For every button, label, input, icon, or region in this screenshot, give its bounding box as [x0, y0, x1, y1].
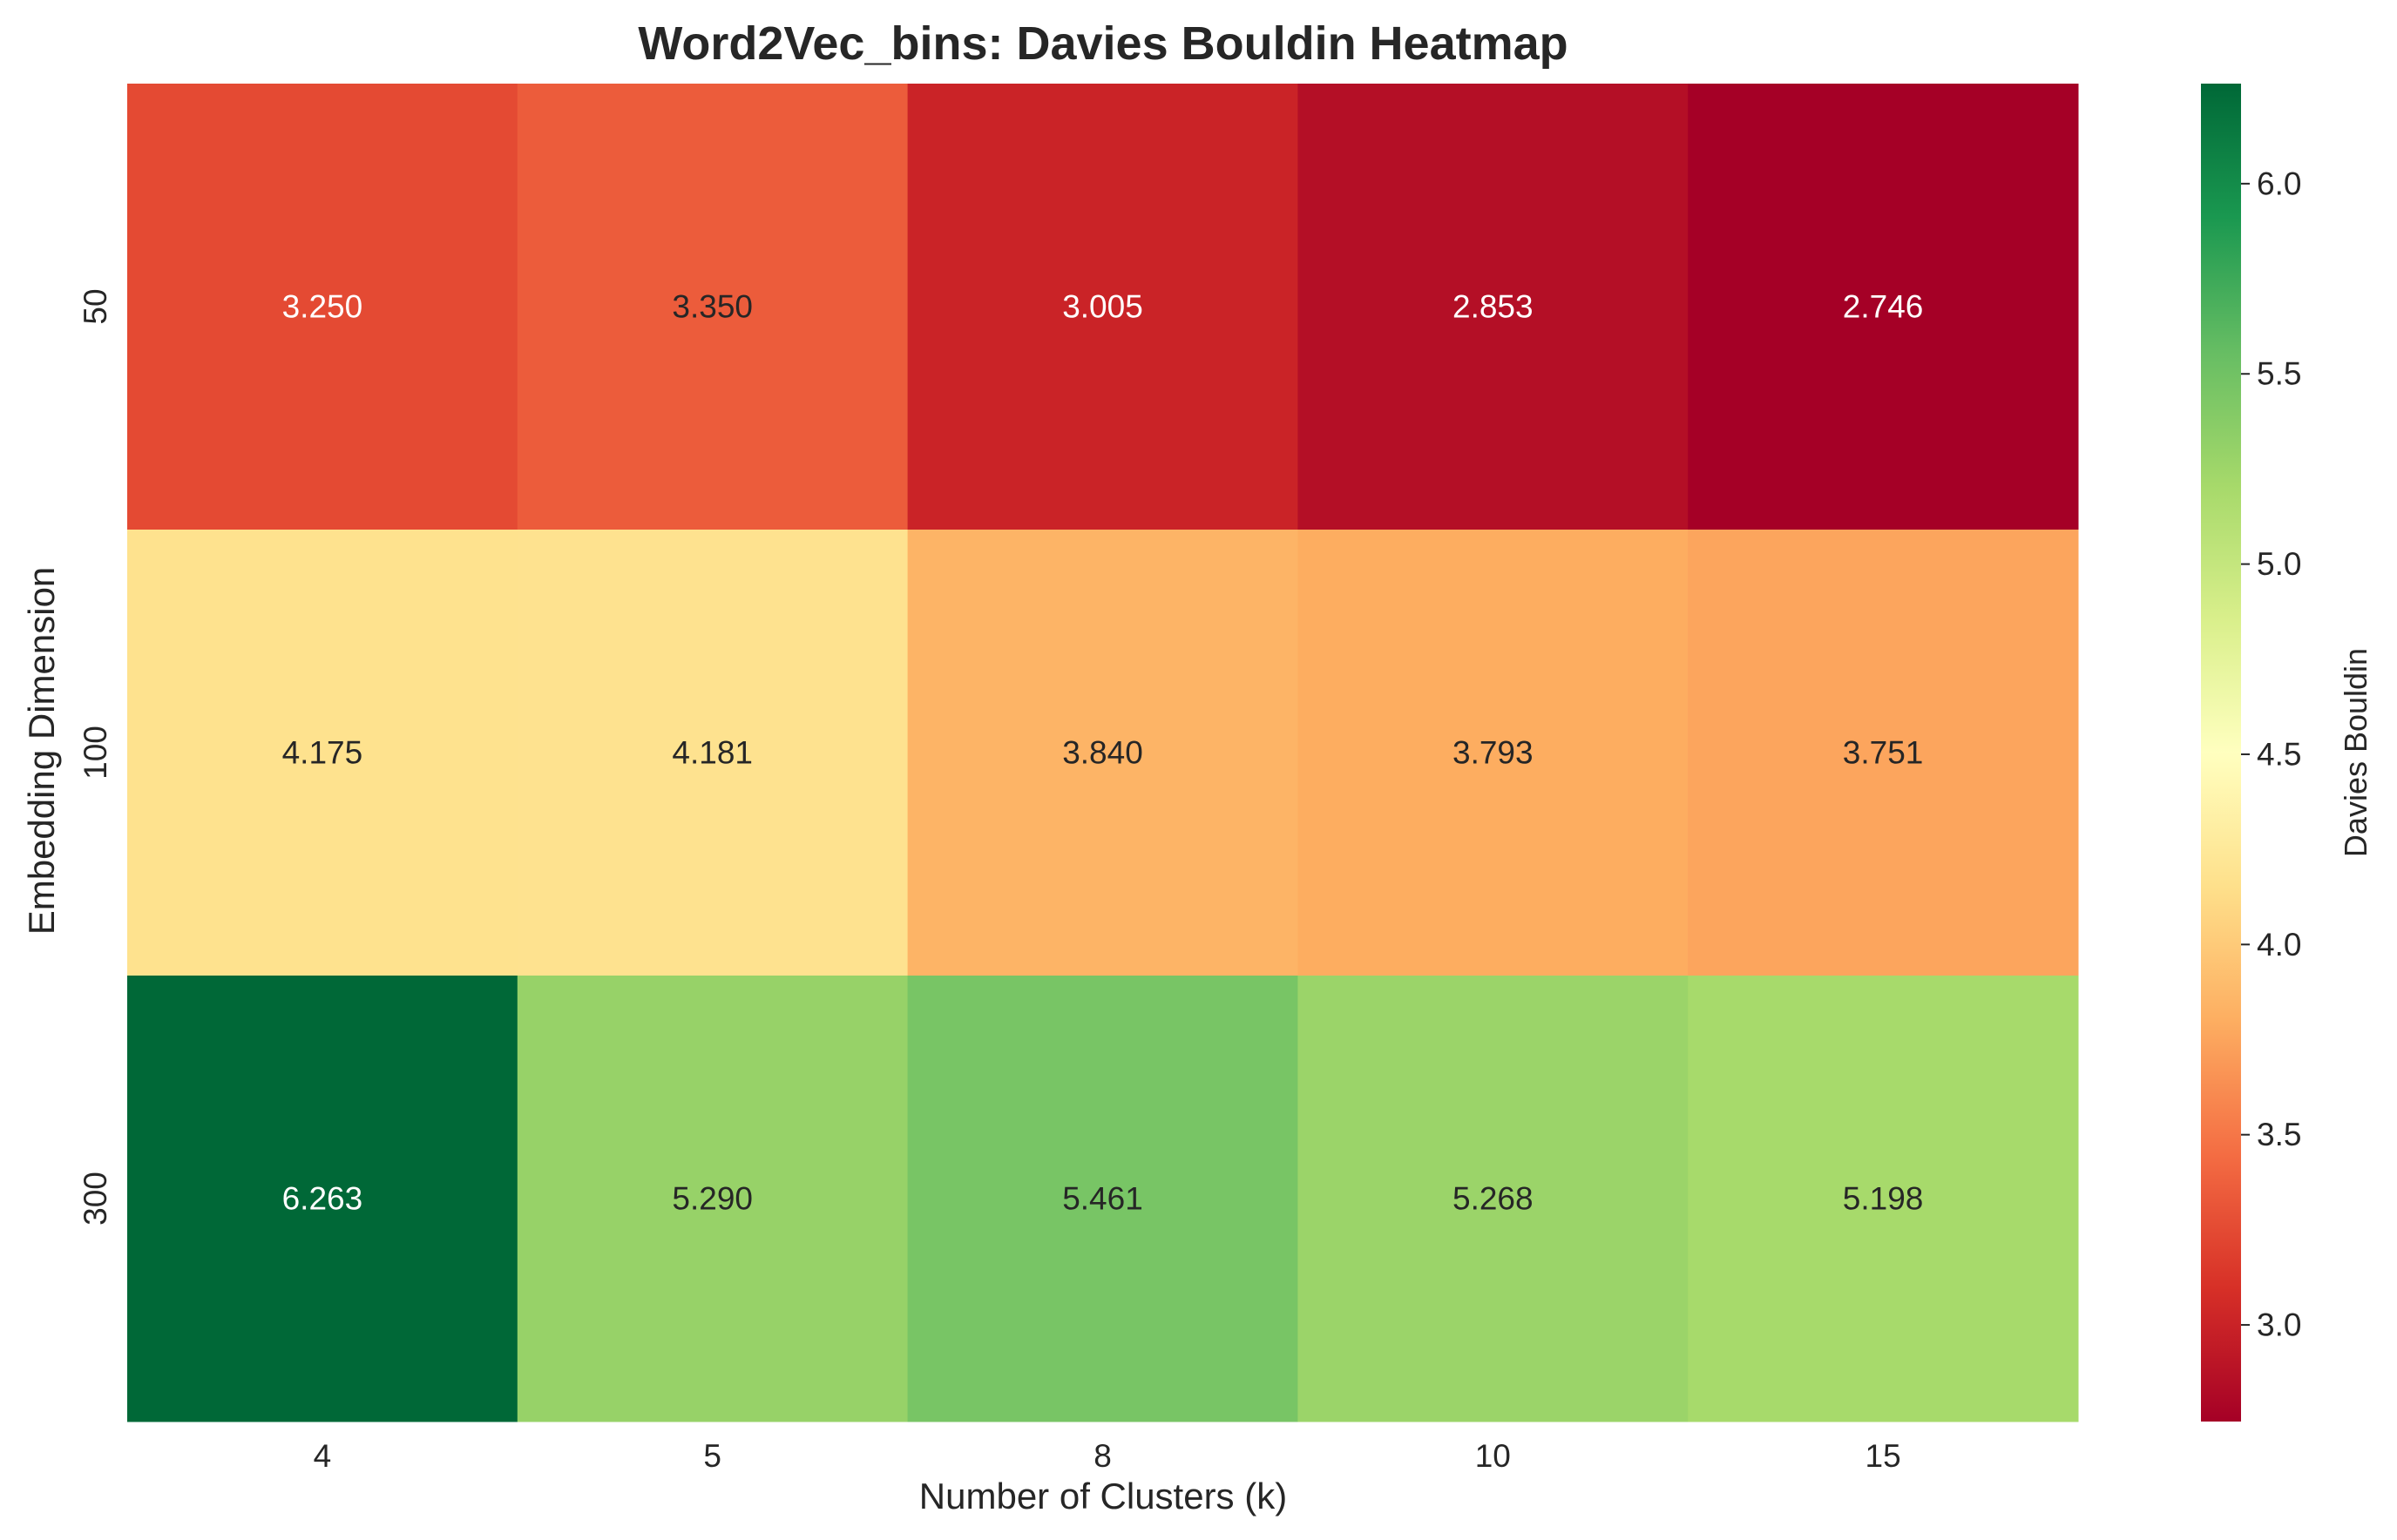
y-axis-label: Embedding Dimension [21, 567, 62, 935]
colorbar-tick-label: 5.5 [2257, 356, 2301, 392]
x-tick-label: 4 [314, 1438, 332, 1474]
x-axis-ticks: 4 5 8 10 15 [314, 1438, 1901, 1474]
colorbar-tick-label: 5.0 [2257, 546, 2301, 582]
x-axis-label: Number of Clusters (k) [919, 1476, 1287, 1516]
cell-value-label: 5.268 [1452, 1181, 1534, 1217]
heatmap-cell [127, 84, 518, 530]
chart-title: Word2Vec_bins: Davies Bouldin Heatmap [638, 17, 1568, 70]
heatmap-cell [1688, 530, 2079, 976]
heatmap-cells: 3.250 3.350 3.005 2.853 2.746 4.175 4.181 3.840… [127, 84, 2079, 1422]
y-tick-label: 300 [78, 1172, 113, 1226]
colorbar-tick-label: 3.0 [2257, 1307, 2301, 1343]
heatmap-cell [907, 530, 1298, 976]
x-tick-label: 5 [703, 1438, 721, 1474]
y-tick-label: 50 [78, 288, 113, 324]
heatmap-cell [127, 530, 518, 976]
colorbar-tick-label: 3.5 [2257, 1117, 2301, 1152]
colorbar-label: Davies Bouldin [2338, 648, 2373, 857]
cell-value-label: 5.290 [672, 1181, 753, 1217]
heatmap-cell [1688, 84, 2079, 530]
cell-value-label: 3.793 [1452, 735, 1534, 771]
x-tick-label: 10 [1475, 1438, 1511, 1474]
cell-value-label: 4.181 [672, 735, 753, 771]
cell-value-label: 3.751 [1843, 735, 1924, 771]
heatmap-cell [127, 976, 518, 1422]
heatmap-cell [517, 530, 909, 976]
cell-value-label: 2.853 [1452, 289, 1534, 325]
colorbar-tick-label: 4.5 [2257, 736, 2301, 772]
heatmap-cell [1297, 84, 1689, 530]
cell-value-label: 3.840 [1062, 735, 1143, 771]
heatmap-cell [907, 84, 1298, 530]
heatmap-cell [517, 84, 909, 530]
colorbar-tick-label: 6.0 [2257, 165, 2301, 201]
y-tick-label: 100 [78, 726, 113, 780]
cell-value-label: 3.350 [672, 289, 753, 325]
colorbar-tick-label: 4.0 [2257, 927, 2301, 962]
heatmap-cell [1688, 976, 2079, 1422]
heatmap-cell [1297, 530, 1689, 976]
y-axis-ticks: 50 100 300 [78, 288, 113, 1225]
cell-value-label: 4.175 [282, 735, 363, 771]
cell-value-label: 6.263 [282, 1181, 363, 1217]
colorbar: 3.0 3.5 4.0 4.5 5.0 5.5 6.0 Davies Bouldin [2201, 84, 2373, 1422]
cell-value-label: 3.005 [1062, 289, 1143, 325]
cell-value-label: 5.461 [1062, 1181, 1143, 1217]
heatmap-cell [517, 976, 909, 1422]
cell-value-label: 3.250 [282, 289, 363, 325]
cell-value-label: 2.746 [1843, 289, 1924, 325]
x-tick-label: 8 [1094, 1438, 1112, 1474]
x-tick-label: 15 [1865, 1438, 1901, 1474]
heatmap-cell [1297, 976, 1689, 1422]
cell-value-label: 5.198 [1843, 1181, 1924, 1217]
colorbar-gradient [2201, 84, 2241, 1422]
heatmap-cell [907, 976, 1298, 1422]
colorbar-ticks: 3.0 3.5 4.0 4.5 5.0 5.5 6.0 [2241, 165, 2301, 1343]
